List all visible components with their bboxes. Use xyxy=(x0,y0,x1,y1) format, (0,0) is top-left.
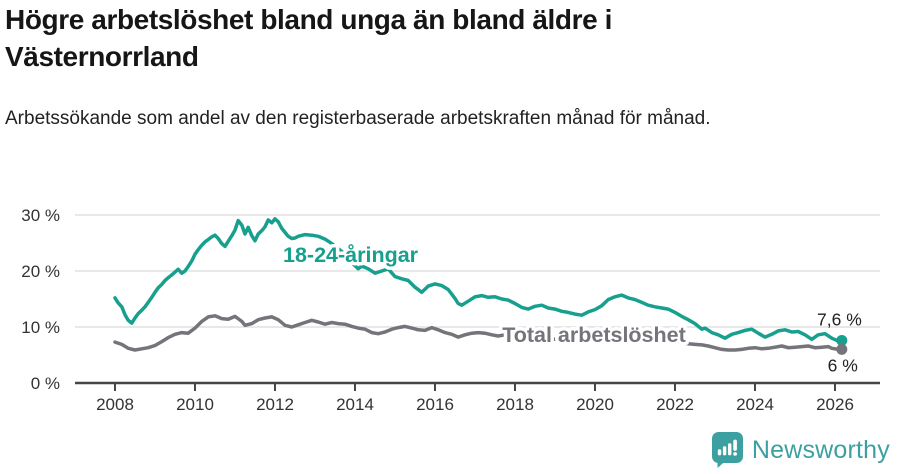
y-tick-label: 10 % xyxy=(21,318,60,337)
newsworthy-logo-icon xyxy=(711,432,743,468)
x-tick-label: 2010 xyxy=(176,395,214,414)
chart-title: Högre arbetslöshet bland unga än bland ä… xyxy=(5,4,613,72)
series-end-value-youth: 7,6 % xyxy=(817,309,862,329)
series-end-dot-youth xyxy=(836,334,848,346)
y-tick-label: 20 % xyxy=(21,262,60,281)
series-line-total xyxy=(113,314,844,352)
series-line-youth xyxy=(113,217,844,343)
x-tick-label: 2018 xyxy=(496,395,534,414)
x-tick-label: 2026 xyxy=(816,395,854,414)
series-end-value-total: 6 % xyxy=(828,355,858,375)
y-tick-label: 0 % xyxy=(31,374,60,393)
x-tick-label: 2020 xyxy=(576,395,614,414)
x-tick-label: 2012 xyxy=(256,395,294,414)
x-tick-label: 2024 xyxy=(736,395,774,414)
x-tick-label: 2016 xyxy=(416,395,454,414)
newsworthy-brand-link[interactable]: Newsworthy xyxy=(711,432,890,468)
series-end-dot-total xyxy=(836,343,848,355)
x-tick-label: 2022 xyxy=(656,395,694,414)
series-label-youth: 18-24-åringar xyxy=(283,243,419,267)
series-label-total: Total arbetslöshet xyxy=(502,323,686,347)
y-tick-label: 30 % xyxy=(21,206,60,225)
unemployment-line-chart: 0 % 10 % 20 % 30 % 2008 2010 2012 2014 2016 2018 2… xyxy=(21,206,880,414)
brand-name: Newsworthy xyxy=(751,435,890,464)
x-tick-label: 2014 xyxy=(336,395,374,414)
chart-subtitle: Arbetssökande som andel av den registerb… xyxy=(5,108,711,129)
x-tick-label: 2008 xyxy=(96,395,134,414)
